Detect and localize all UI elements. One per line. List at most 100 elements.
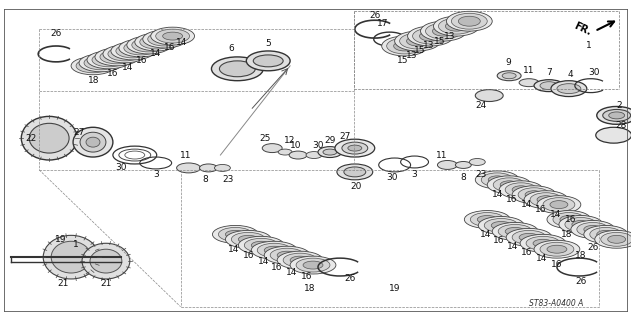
Ellipse shape: [597, 107, 632, 124]
Text: 3: 3: [153, 170, 159, 180]
Ellipse shape: [303, 261, 323, 269]
Text: 26: 26: [51, 28, 62, 38]
Ellipse shape: [115, 50, 135, 58]
Ellipse shape: [29, 123, 69, 153]
Ellipse shape: [475, 90, 503, 101]
Text: 14: 14: [150, 49, 161, 59]
Text: 16: 16: [551, 260, 562, 268]
Text: 8: 8: [461, 173, 466, 182]
Ellipse shape: [551, 81, 586, 97]
Ellipse shape: [484, 219, 518, 232]
Ellipse shape: [399, 33, 435, 49]
Ellipse shape: [547, 211, 591, 228]
Ellipse shape: [264, 246, 284, 254]
Ellipse shape: [565, 218, 597, 231]
Ellipse shape: [420, 21, 466, 41]
Ellipse shape: [140, 35, 174, 49]
Ellipse shape: [150, 27, 195, 45]
Ellipse shape: [387, 38, 423, 54]
Ellipse shape: [560, 215, 578, 223]
Ellipse shape: [584, 225, 628, 243]
Ellipse shape: [475, 171, 519, 189]
Text: 11: 11: [523, 66, 535, 75]
Text: 15: 15: [434, 36, 445, 45]
Text: 16: 16: [494, 236, 505, 245]
Ellipse shape: [318, 147, 342, 157]
Text: 11: 11: [435, 150, 447, 160]
Ellipse shape: [132, 38, 166, 52]
Text: 16: 16: [506, 195, 518, 204]
Text: 21: 21: [58, 279, 69, 288]
Ellipse shape: [597, 230, 615, 238]
Ellipse shape: [451, 13, 487, 29]
Text: 14: 14: [122, 63, 133, 72]
Ellipse shape: [231, 232, 265, 246]
Text: 14: 14: [521, 200, 533, 209]
Ellipse shape: [470, 158, 485, 165]
Text: 5: 5: [265, 38, 271, 48]
Text: 14: 14: [507, 242, 519, 251]
Ellipse shape: [71, 57, 115, 75]
Text: 16: 16: [521, 248, 533, 257]
Ellipse shape: [512, 186, 530, 194]
Text: 22: 22: [26, 134, 37, 143]
Ellipse shape: [492, 222, 538, 240]
Text: 15: 15: [414, 46, 425, 55]
Ellipse shape: [111, 42, 155, 60]
Ellipse shape: [84, 56, 118, 70]
Ellipse shape: [584, 225, 602, 233]
Ellipse shape: [51, 241, 91, 273]
Text: 9: 9: [505, 58, 511, 67]
Ellipse shape: [344, 167, 366, 177]
Ellipse shape: [498, 224, 532, 238]
Ellipse shape: [124, 41, 158, 55]
Ellipse shape: [80, 132, 106, 152]
Text: 12: 12: [284, 136, 296, 145]
Ellipse shape: [226, 230, 271, 248]
Ellipse shape: [437, 161, 458, 169]
Ellipse shape: [108, 47, 142, 61]
Ellipse shape: [119, 39, 162, 57]
Text: 28: 28: [615, 121, 626, 130]
Ellipse shape: [525, 191, 543, 199]
Ellipse shape: [289, 151, 307, 159]
Ellipse shape: [601, 232, 632, 246]
Ellipse shape: [499, 181, 543, 199]
Ellipse shape: [506, 228, 552, 246]
Ellipse shape: [200, 164, 217, 172]
Ellipse shape: [116, 44, 150, 58]
Ellipse shape: [277, 251, 297, 259]
Ellipse shape: [277, 251, 323, 269]
Ellipse shape: [335, 139, 375, 157]
Ellipse shape: [608, 235, 626, 243]
Ellipse shape: [572, 220, 590, 228]
Ellipse shape: [337, 164, 373, 180]
Text: 23: 23: [476, 170, 487, 180]
Ellipse shape: [131, 44, 150, 52]
Ellipse shape: [595, 230, 632, 248]
Ellipse shape: [394, 31, 441, 51]
Ellipse shape: [550, 201, 568, 209]
Text: 16: 16: [301, 272, 313, 282]
Ellipse shape: [530, 193, 562, 207]
Text: 1: 1: [73, 240, 79, 249]
Ellipse shape: [413, 28, 449, 44]
Ellipse shape: [92, 53, 126, 67]
Ellipse shape: [226, 230, 245, 238]
Text: 18: 18: [561, 230, 573, 239]
Text: 14: 14: [176, 37, 187, 46]
Text: 3: 3: [411, 170, 418, 180]
Ellipse shape: [100, 50, 134, 64]
Text: 16: 16: [164, 44, 176, 52]
Text: 13: 13: [406, 52, 417, 60]
Ellipse shape: [73, 127, 113, 157]
Ellipse shape: [596, 127, 631, 143]
Ellipse shape: [487, 176, 531, 194]
Ellipse shape: [270, 248, 304, 262]
Text: ST83-A0400 A: ST83-A0400 A: [529, 299, 583, 308]
Ellipse shape: [465, 211, 510, 228]
Text: FR.: FR.: [572, 21, 593, 37]
Ellipse shape: [493, 178, 525, 192]
Ellipse shape: [505, 183, 537, 197]
Text: 18: 18: [575, 251, 586, 260]
